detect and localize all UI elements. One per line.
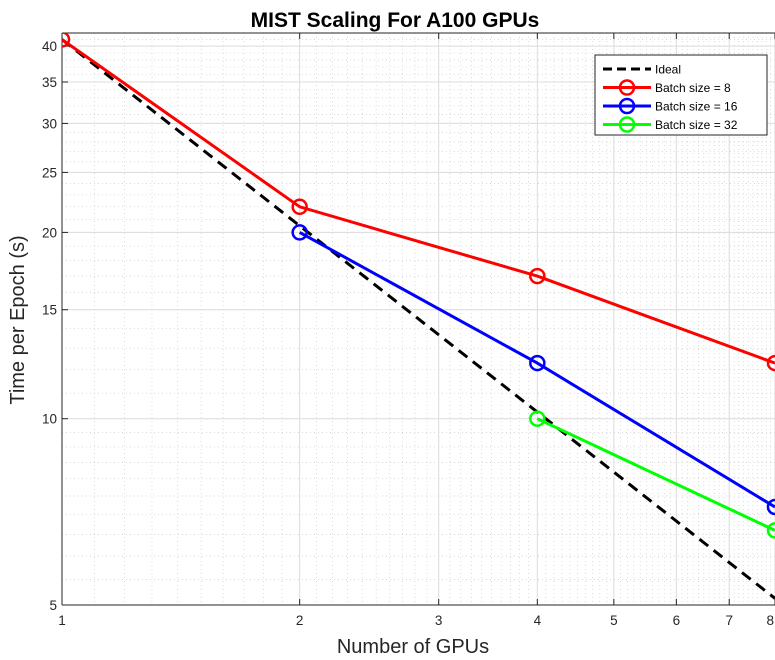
y-tick-label: 25 bbox=[42, 165, 57, 180]
x-tick-label: 4 bbox=[534, 613, 542, 628]
y-tick-label: 10 bbox=[42, 412, 57, 427]
legend-label-2: Batch size = 16 bbox=[655, 100, 738, 114]
data-point bbox=[529, 267, 546, 285]
y-tick-label: 15 bbox=[42, 303, 57, 318]
chart-title: MIST Scaling For A100 GPUs bbox=[251, 9, 540, 32]
legend-marker-1 bbox=[618, 79, 636, 96]
data-point bbox=[766, 498, 775, 516]
y-axis-label: Time per Epoch (s) bbox=[7, 235, 29, 404]
x-tick-label: 3 bbox=[435, 613, 443, 628]
data-point bbox=[766, 522, 775, 539]
y-tick-label: 30 bbox=[42, 116, 57, 131]
x-tick-label: 5 bbox=[610, 613, 618, 628]
x-tick-label: 6 bbox=[673, 613, 681, 628]
x-axis-label: Number of GPUs bbox=[337, 636, 489, 658]
x-tick-label: 8 bbox=[766, 613, 774, 628]
data-point bbox=[529, 410, 546, 427]
data-point bbox=[766, 354, 775, 372]
legend-label-3: Batch size = 32 bbox=[655, 118, 738, 132]
series-lines bbox=[62, 33, 775, 600]
legend-label-1: Batch size = 8 bbox=[655, 81, 731, 95]
data-point bbox=[291, 224, 308, 241]
x-tick-label: 1 bbox=[58, 613, 66, 628]
data-point bbox=[62, 33, 71, 48]
y-tick-label: 20 bbox=[42, 225, 57, 240]
axes: 1 2 3 4 5 6 7 8 5 10 15 20 25 30 35 40 bbox=[42, 32, 775, 628]
x-tick-label: 7 bbox=[725, 613, 733, 628]
series-group bbox=[62, 33, 775, 600]
y-tick-label: 35 bbox=[42, 75, 57, 90]
grid bbox=[61, 32, 775, 606]
data-point bbox=[529, 354, 546, 372]
y-tick-label: 40 bbox=[42, 39, 57, 54]
legend: Ideal Batch size = 8 Batch size = 16 Batch … bbox=[594, 54, 768, 136]
series-line-2 bbox=[298, 231, 775, 509]
series-line-3 bbox=[536, 417, 775, 532]
series-line-0 bbox=[62, 38, 775, 600]
x-tick-label: 2 bbox=[296, 613, 304, 628]
series-line-1 bbox=[62, 38, 775, 365]
data-point bbox=[291, 198, 308, 216]
y-tick-label: 5 bbox=[49, 598, 57, 613]
legend-label-0: Ideal bbox=[655, 63, 681, 77]
legend-marker-2 bbox=[618, 97, 636, 115]
legend-marker-3 bbox=[618, 116, 636, 133]
